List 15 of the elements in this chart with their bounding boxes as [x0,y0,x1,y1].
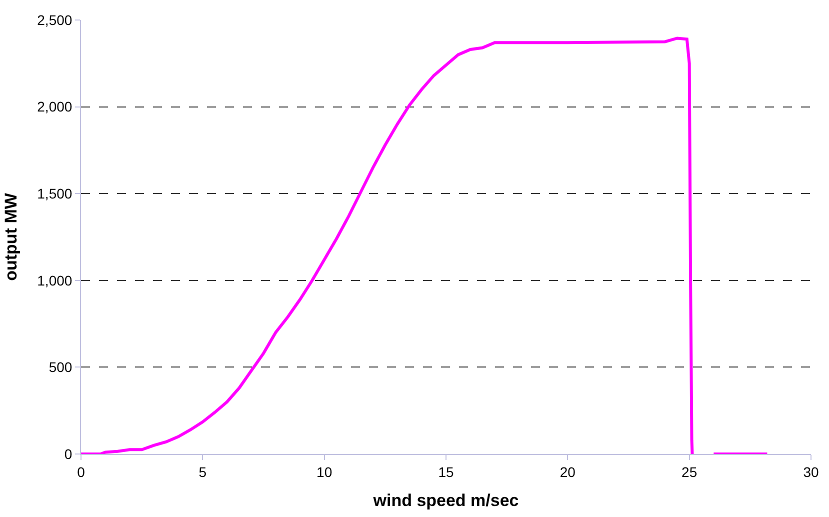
y-tick-label: 500 [48,359,72,376]
x-tick-label: 0 [77,464,86,480]
x-axis-title: wind speed m/sec [372,491,519,510]
x-tick-label: 10 [316,464,332,480]
x-tick-label: 25 [682,464,698,480]
y-tick-label: 1,000 [37,272,72,288]
y-axis-title: output MW [2,192,21,281]
x-tick-label: 20 [560,464,576,480]
x-tick-label: 15 [438,464,454,480]
y-tick-label: 1,500 [37,186,72,202]
y-tick-label: 2,500 [37,12,72,28]
y-tick-label: 2,000 [37,98,72,115]
x-tick-label: 30 [803,464,819,480]
x-tick-label: 5 [198,464,207,480]
y-tick-label: 0 [64,446,72,462]
